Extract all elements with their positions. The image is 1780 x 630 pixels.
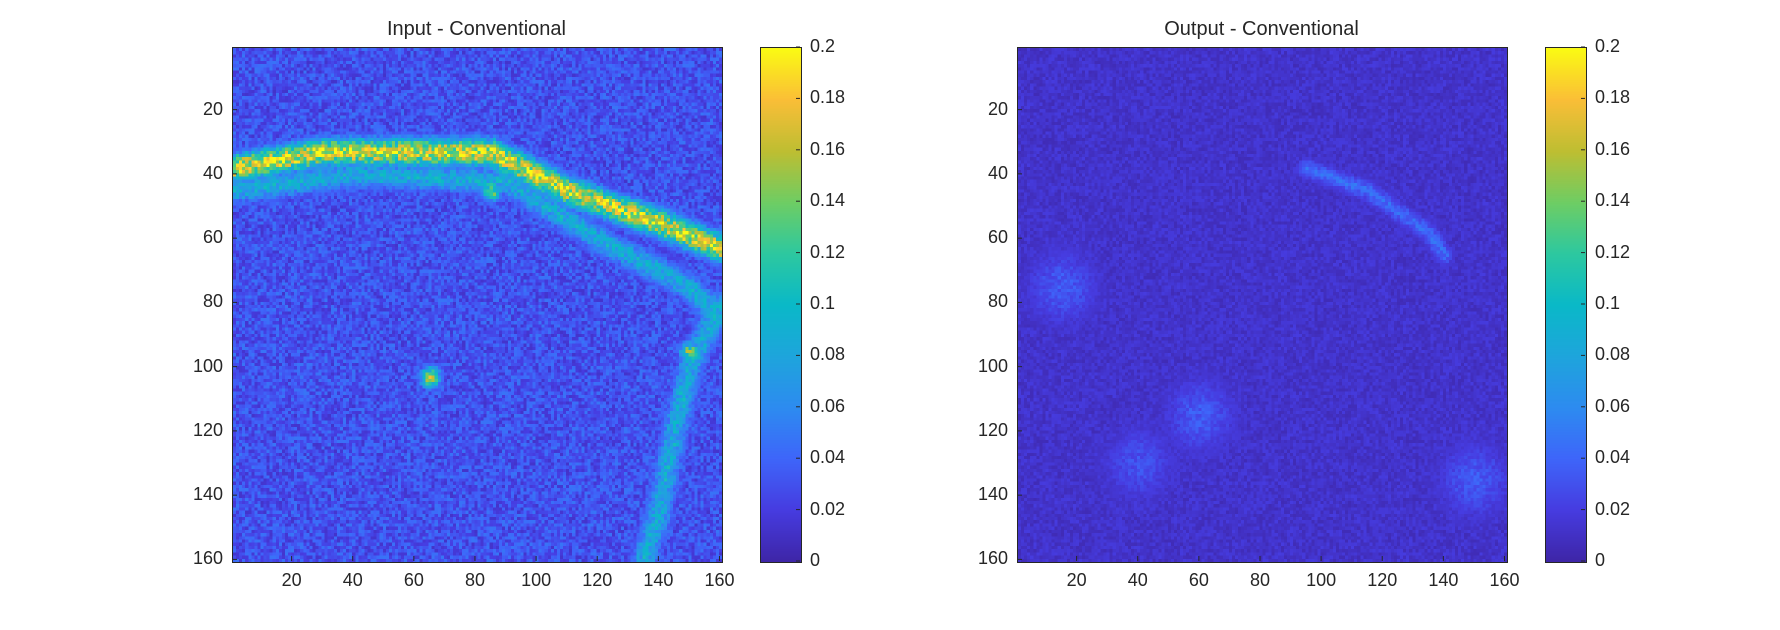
y-tick-label: 80 [988,291,1009,312]
colorbar-tick-label: 0.2 [810,36,836,56]
y-tick-label: 40 [988,162,1009,183]
y-tick-label: 120 [193,419,224,440]
colorbar-tick-label: 0.2 [1595,36,1621,56]
colorbar-tick-label: 0.06 [1595,395,1631,416]
y-tick-label: 20 [988,98,1009,119]
colorbar-tick-label: 0.14 [1595,190,1631,211]
colorbar-tick-label: 0.12 [1595,241,1631,262]
x-tick-label: 80 [1249,570,1270,590]
x-tick-label: 120 [582,570,613,590]
x-tick-label: 40 [1127,570,1148,590]
colorbar-tick-label: 0.02 [810,498,846,519]
colorbar-tick-label: 0.16 [1595,138,1631,159]
y-tick-label: 160 [978,548,1009,569]
y-tick-label: 60 [203,227,224,248]
y-tick-label: 100 [193,355,224,376]
x-tick-label: 20 [1066,570,1087,590]
y-tick-label: 80 [203,291,224,312]
heatmap-image [1017,47,1508,563]
y-tick-label: 100 [978,355,1009,376]
colorbar-tick-label: 0 [810,550,821,570]
colorbar-tick-label: 0.06 [810,395,846,416]
colorbar-tick-label: 0.14 [810,190,846,211]
x-tick-label: 20 [281,570,302,590]
y-tick-label: 140 [978,484,1009,505]
x-tick-label: 40 [342,570,363,590]
colorbar-tick-label: 0.1 [1595,293,1621,313]
x-tick-label: 160 [704,570,735,590]
colorbar-tick-label: 0.04 [1595,447,1631,468]
x-tick-label: 140 [643,570,674,590]
heatmap-image [232,47,723,563]
x-tick-label: 140 [1428,570,1459,590]
plot-title: Input - Conventional [386,18,566,40]
x-tick-label: 100 [521,570,552,590]
colorbar-tick-label: 0.12 [810,241,846,262]
x-tick-label: 160 [1489,570,1520,590]
y-tick-label: 160 [193,548,224,569]
plot-title: Output - Conventional [1164,18,1359,40]
colorbar-tick-label: 0.08 [1595,344,1631,365]
colorbar-tick-label: 0.18 [1595,87,1631,108]
colorbar-tick-label: 0.02 [1595,498,1631,519]
colorbar-tick-label: 0.18 [810,87,846,108]
x-tick-label: 60 [1188,570,1209,590]
x-tick-label: 100 [1306,570,1337,590]
y-tick-label: 120 [978,419,1009,440]
x-tick-label: 120 [1367,570,1398,590]
colorbar-tick-label: 0.04 [810,447,846,468]
y-tick-label: 140 [193,484,224,505]
y-tick-label: 60 [988,227,1009,248]
colorbar-tick-label: 0.08 [810,344,846,365]
colorbar-tick-label: 0.1 [810,293,836,313]
y-tick-label: 20 [203,98,224,119]
colorbar-tick-label: 0 [1595,550,1606,570]
x-tick-label: 80 [464,570,485,590]
x-tick-label: 60 [403,570,424,590]
colorbar [1545,47,1587,563]
colorbar-tick-label: 0.16 [810,138,846,159]
colorbar [760,47,802,563]
y-tick-label: 40 [203,162,224,183]
